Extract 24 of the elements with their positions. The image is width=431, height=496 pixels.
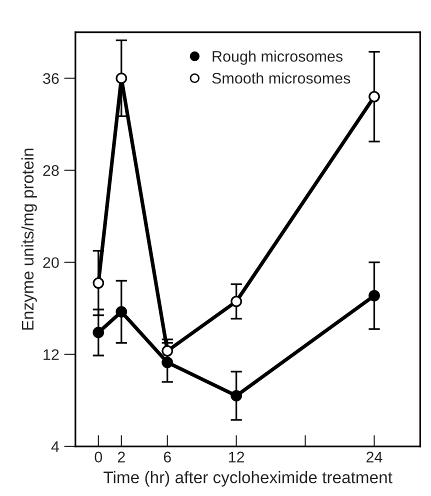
point <box>368 290 380 302</box>
point <box>230 390 242 402</box>
x-axis-title: Time (hr) after cycloheximide treatment <box>104 471 392 487</box>
y-tick-label: 20 <box>43 257 59 268</box>
x-tick-label: 6 <box>164 452 171 462</box>
point <box>116 306 128 318</box>
point <box>368 90 380 102</box>
y-tick-label: 12 <box>44 349 59 360</box>
point <box>162 345 174 357</box>
point <box>230 296 242 308</box>
point <box>162 356 174 368</box>
legend-label: Smooth microsomes <box>212 72 350 84</box>
x-tick-label: 0 <box>94 452 102 462</box>
y-tick-label: 36 <box>43 73 59 84</box>
point <box>92 277 104 289</box>
x-tick-label: 12 <box>229 452 244 462</box>
y-tick-label: 4 <box>51 441 60 452</box>
x-tick-label: 2 <box>118 452 125 462</box>
point <box>92 326 104 338</box>
x-tick-label: 24 <box>366 452 382 462</box>
legend-label: Rough microsomes <box>212 50 343 65</box>
point <box>116 72 128 84</box>
y-axis-title: Enzyme units/mg protein <box>21 148 37 330</box>
y-tick-label: 28 <box>43 165 59 176</box>
